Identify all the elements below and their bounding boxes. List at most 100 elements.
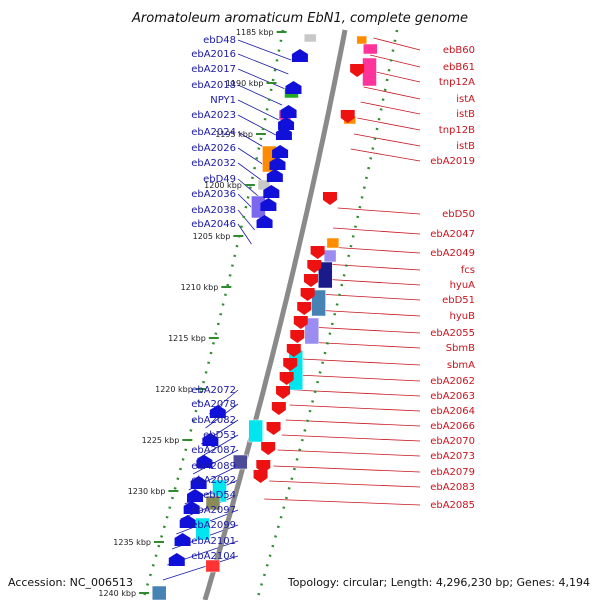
feature-block <box>233 454 248 470</box>
forward-gene-arrow <box>209 405 226 418</box>
leader-line <box>373 37 421 51</box>
reverse-gene-arrow <box>307 260 322 273</box>
genome-backbone <box>202 29 348 600</box>
tick-label: 1200 kbp <box>204 181 242 190</box>
tick-label: 1225 kbp <box>142 436 180 445</box>
reverse-gene-label: ebD50 <box>442 209 475 220</box>
reverse-gene-arrow <box>297 302 312 315</box>
forward-gene-label: ebA2036 <box>191 189 236 200</box>
reverse-gene-arrow <box>261 442 276 455</box>
leader-line <box>313 309 421 317</box>
leader-line <box>237 53 289 75</box>
tick-label: 1220 kbp <box>155 385 193 394</box>
forward-gene-label: ebA2082 <box>191 415 236 426</box>
feature-block <box>151 585 167 600</box>
forward-gene-arrow <box>256 215 273 228</box>
feature-block <box>248 419 263 443</box>
leader-line <box>305 341 421 349</box>
leader-line <box>333 227 421 235</box>
forward-gene-arrow <box>168 553 185 566</box>
reverse-gene-arrow <box>322 192 337 205</box>
reverse-gene-label: ebA2055 <box>430 328 475 339</box>
accession-text: Accession: NC_006513 <box>8 576 133 589</box>
forward-gene-label: NPY1 <box>210 95 236 106</box>
forward-gene-arrow <box>275 127 292 140</box>
reverse-gene-label: ebA2083 <box>430 482 475 493</box>
leader-line <box>360 101 421 115</box>
leader-line <box>264 498 421 506</box>
forward-gene-label: ebA2104 <box>191 551 236 562</box>
reverse-gene-label: ebA2085 <box>430 500 475 511</box>
reverse-gene-arrow <box>293 316 308 329</box>
reverse-gene-label: istB <box>456 141 475 152</box>
reverse-gene-label: ebA2064 <box>430 406 475 417</box>
reverse-gene-label: ebA2079 <box>430 467 475 478</box>
leader-line <box>328 246 421 254</box>
forward-gene-arrow <box>266 169 283 182</box>
reverse-gene-arrow <box>253 470 268 483</box>
leader-line <box>289 404 421 412</box>
feature-block <box>304 317 320 345</box>
forward-gene-label: ebA2024 <box>191 127 236 138</box>
leader-line <box>309 326 421 334</box>
tick-label: 1205 kbp <box>193 232 231 241</box>
reverse-gene-label: hyuB <box>450 311 476 322</box>
reverse-gene-label: ebD51 <box>442 295 475 306</box>
forward-gene-arrow <box>263 185 280 198</box>
forward-gene-label: ebA2072 <box>191 385 236 396</box>
reverse-gene-arrow <box>350 64 365 77</box>
tick-label: 1235 kbp <box>113 538 151 547</box>
feature-block <box>205 559 221 573</box>
leader-line <box>197 434 239 460</box>
leader-line <box>297 374 421 382</box>
forward-gene-arrow <box>183 501 200 514</box>
tick: 1205 kbp <box>193 232 244 241</box>
forward-gene-arrow <box>285 81 302 94</box>
tick: 1235 kbp <box>113 538 164 547</box>
leader-line <box>324 263 421 271</box>
forward-gene-label: ebA2017 <box>191 64 236 75</box>
reverse-gene-arrow <box>279 372 294 385</box>
leader-line <box>370 54 421 68</box>
feature-block <box>326 237 340 249</box>
leader-line <box>237 209 256 231</box>
reverse-gene-arrow <box>271 402 286 415</box>
forward-gene-label: ebA2018 <box>191 80 236 91</box>
forward-gene-label: ebA2092 <box>191 475 236 486</box>
feature-block <box>362 57 377 87</box>
tick-label: 1210 kbp <box>181 283 219 292</box>
genome-summary-text: Topology: circular; Length: 4,296,230 bp… <box>287 576 590 589</box>
forward-gene-labels: ebD48 ebA2016 ebA2017 ebA2018 NPY1 ebA2023 ebA… <box>191 35 236 562</box>
reverse-gene-label: tnp12A <box>439 77 475 88</box>
forward-gene-label: ebA2046 <box>191 219 236 230</box>
forward-gene-label: ebA2032 <box>191 158 236 169</box>
reverse-gene-label: SbmB <box>446 343 475 354</box>
leader-line <box>363 86 421 100</box>
leader-line <box>162 555 239 581</box>
tick-label: 1230 kbp <box>128 487 166 496</box>
tick: 1240 kbp <box>98 589 150 598</box>
tick-label: 1190 kbp <box>226 79 264 88</box>
leader-line <box>192 449 239 475</box>
forward-gene-label: ebA2078 <box>191 399 236 410</box>
tick: 1225 kbp <box>142 436 193 445</box>
reverse-gene-label: ebA2019 <box>430 156 475 167</box>
leader-line <box>321 278 421 286</box>
reverse-gene-label: istB <box>456 109 475 120</box>
reverse-gene-arrow <box>303 274 318 287</box>
reverse-gene-label: sbmA <box>447 360 475 371</box>
reverse-gene-label: ebA2047 <box>430 229 475 240</box>
reverse-gene-arrow <box>286 344 301 357</box>
forward-gene-arrow <box>260 198 277 211</box>
forward-gene-label: ebA2099 <box>191 520 236 531</box>
forward-gene-arrow <box>272 145 289 158</box>
forward-gene-arrow <box>291 49 308 62</box>
leader-line <box>285 419 421 427</box>
forward-gene-arrow <box>269 157 286 170</box>
reverse-gene-arrow <box>310 246 325 259</box>
reverse-gene-label: ebA2049 <box>430 248 475 259</box>
leader-line <box>281 434 421 442</box>
leader-line <box>277 449 421 457</box>
forward-gene-arrow <box>278 117 295 130</box>
leader-line <box>293 389 421 397</box>
